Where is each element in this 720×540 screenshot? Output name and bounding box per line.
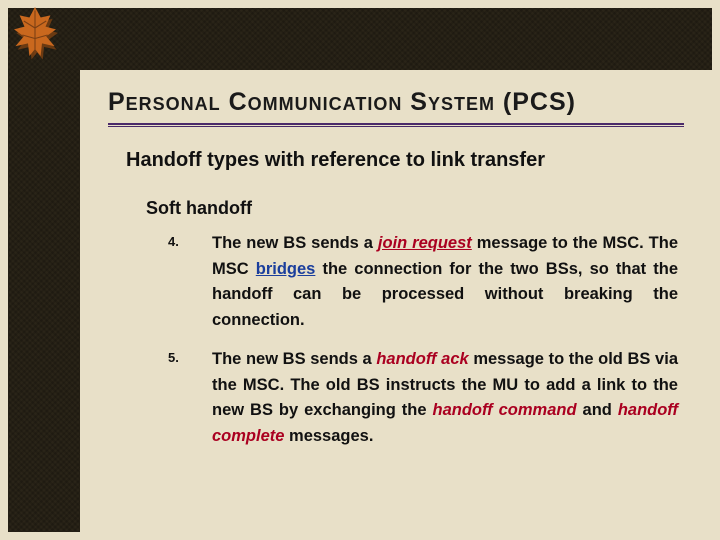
list-item: 4. The new BS sends a join request messa… — [168, 231, 684, 333]
keyword-handoff-ack: handoff ack — [376, 350, 468, 368]
subsection-heading: Soft handoff — [146, 198, 684, 219]
title-rule — [108, 123, 684, 127]
item-number: 4. — [168, 231, 212, 333]
section-heading: Handoff types with reference to link tra… — [126, 149, 684, 172]
item-number: 5. — [168, 347, 212, 449]
slide-content: Personal Communication System (PCS) Hand… — [80, 70, 712, 532]
keyword-bridges: bridges — [256, 260, 316, 278]
topbar-texture — [8, 8, 712, 70]
item-body: The new BS sends a join request message … — [212, 231, 684, 333]
keyword-join-request: join request — [378, 234, 472, 252]
sidebar-texture — [8, 8, 80, 532]
list-item: 5. The new BS sends a handoff ack messag… — [168, 347, 684, 449]
keyword-handoff-command: handoff command — [432, 401, 576, 419]
slide-title: Personal Communication System (PCS) — [108, 88, 684, 117]
item-body: The new BS sends a handoff ack message t… — [212, 347, 684, 449]
